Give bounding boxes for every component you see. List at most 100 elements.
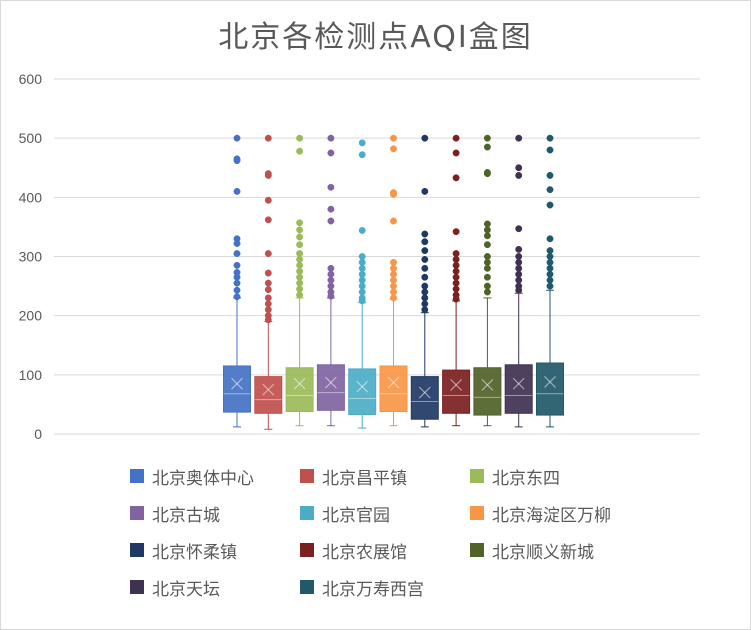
outlier-point [296, 147, 304, 155]
mean-marker [356, 380, 369, 393]
outlier-point [483, 143, 491, 151]
mean-marker [418, 386, 431, 399]
outlier-point [264, 279, 272, 287]
outlier-point [264, 316, 272, 324]
outlier-point [390, 264, 397, 272]
outlier-point [515, 276, 523, 284]
y-tick-label: 300 [19, 249, 43, 265]
box-series-6 [379, 134, 408, 427]
outlier-point [546, 258, 554, 266]
mean-marker [231, 377, 243, 390]
outlier-point [546, 186, 554, 194]
outlier-point [483, 253, 491, 260]
outlier-point [421, 264, 429, 272]
outlier-point [358, 227, 366, 234]
outlier-point [296, 241, 304, 249]
outlier-point [233, 286, 241, 294]
outlier-point [296, 226, 304, 234]
outlier-point [264, 306, 272, 314]
outlier-point [546, 235, 554, 243]
box [316, 364, 345, 411]
chart-title: 北京各检测点AQI盒图 [218, 20, 533, 55]
legend-label: 北京天坛 [152, 579, 220, 600]
legend-swatch [300, 580, 314, 594]
mean-marker [293, 377, 306, 390]
outlier-point [452, 228, 460, 236]
outlier-point [452, 267, 460, 275]
outlier-point [421, 230, 429, 238]
box [473, 367, 502, 416]
outlier-point [327, 270, 335, 278]
outlier-point [264, 134, 272, 142]
legend-item: 北京奥体中心 [130, 464, 254, 489]
outlier-point [358, 151, 366, 159]
box-series-4 [316, 134, 345, 427]
outlier-point [515, 245, 523, 253]
outlier-point [390, 145, 397, 153]
outlier-point [264, 216, 272, 224]
box-series-7 [410, 134, 439, 428]
box [348, 368, 377, 415]
outlier-point [296, 291, 304, 299]
box [379, 365, 408, 413]
outlier-point [483, 170, 491, 178]
outlier-point [264, 196, 272, 204]
outlier-point [421, 187, 429, 195]
legend-label: 北京东四 [492, 468, 560, 489]
outlier-point [452, 261, 460, 269]
box [536, 362, 564, 416]
mean-marker [512, 377, 525, 390]
y-tick-label: 200 [19, 308, 43, 324]
mean-marker [481, 378, 494, 391]
outlier-point [264, 294, 272, 302]
y-tick-label: 500 [19, 130, 43, 146]
outlier-point [452, 285, 460, 293]
outlier-point [515, 253, 523, 260]
outlier-point [358, 276, 366, 284]
outlier-point [546, 201, 554, 209]
outlier-point [327, 264, 335, 272]
box-series-3 [285, 134, 314, 427]
legend-swatch [470, 469, 484, 483]
legend-swatch [130, 506, 144, 520]
legend-item: 北京东四 [470, 464, 560, 489]
outlier-point [264, 269, 272, 277]
mean-marker [450, 378, 463, 391]
mean-marker [544, 376, 556, 388]
outlier-point [358, 258, 366, 266]
outlier-point [483, 226, 491, 234]
outlier-point [233, 279, 241, 287]
box [410, 376, 439, 420]
outlier-point [452, 295, 460, 303]
legend-swatch [130, 543, 144, 557]
legend-item: 北京天坛 [130, 575, 220, 600]
outlier-point [233, 134, 241, 142]
outlier-point [546, 264, 554, 272]
outlier-point [483, 232, 491, 240]
mean-marker [387, 376, 400, 389]
outlier-point [452, 134, 460, 142]
outlier-point [390, 276, 397, 284]
outlier-point [515, 134, 523, 142]
outlier-point [327, 149, 335, 157]
outlier-point [421, 134, 429, 142]
y-axis-ticks: 0 100 200 300 400 500 600 [19, 71, 43, 442]
outlier-point [233, 293, 241, 301]
outlier-point [296, 134, 304, 142]
outlier-point [358, 270, 366, 278]
outlier-point [515, 171, 523, 179]
legend-item: 北京官园 [300, 501, 390, 526]
outlier-point [296, 267, 304, 275]
outlier-point [390, 134, 397, 142]
outlier-point [233, 187, 241, 195]
outlier-point [483, 288, 491, 296]
outlier-point [483, 264, 491, 272]
outlier-point [233, 273, 241, 281]
outlier-point [233, 261, 241, 269]
outlier-point [390, 288, 397, 296]
outlier-point [390, 270, 397, 278]
legend-label: 北京昌平镇 [322, 468, 407, 489]
legend-swatch [130, 469, 144, 483]
outlier-point [358, 282, 366, 290]
